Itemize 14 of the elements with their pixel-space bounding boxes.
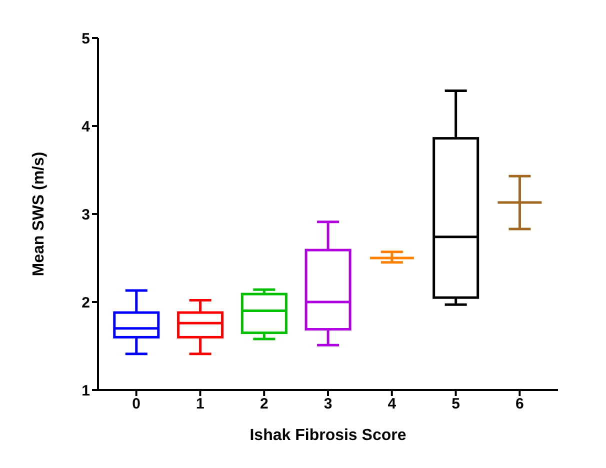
x-tick-label: 3: [324, 396, 332, 413]
y-axis-title: Mean SWS (m/s): [30, 152, 48, 276]
x-tick-label: 1: [196, 396, 204, 413]
y-tick-label: 2: [82, 294, 90, 312]
x-axis-title: Ishak Fibrosis Score: [250, 427, 406, 444]
x-tick-label: 4: [388, 396, 397, 413]
x-tick-label: 2: [260, 396, 268, 413]
y-tick-label: 5: [82, 30, 90, 48]
x-tick-label: 5: [452, 396, 460, 413]
y-tick-label: 3: [82, 206, 90, 224]
y-tick-label: 1: [82, 382, 90, 400]
x-tick-label: 0: [132, 396, 141, 413]
y-tick-label: 4: [82, 118, 91, 136]
x-tick-label: 6: [515, 396, 524, 413]
